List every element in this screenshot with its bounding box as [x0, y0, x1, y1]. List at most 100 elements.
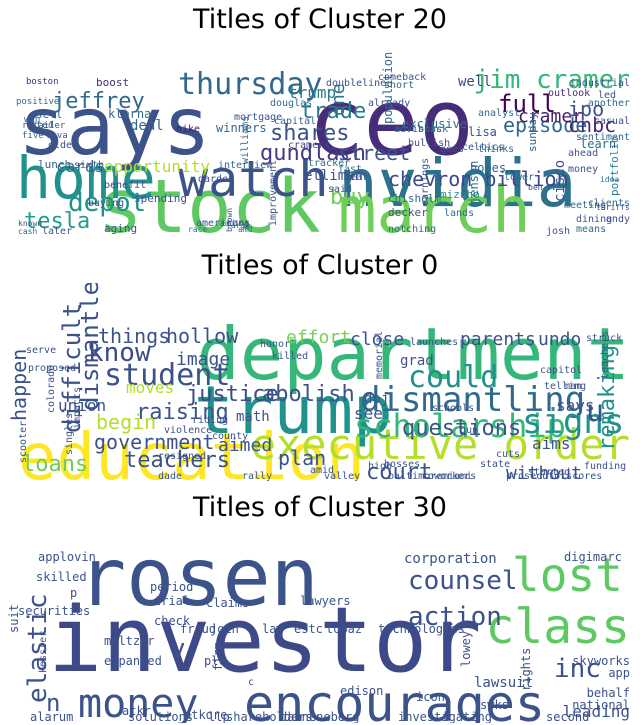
word-0-8: jim cramer [473, 65, 630, 95]
word-2-8: inc [554, 654, 601, 684]
word-0-17: jeffrey [52, 89, 145, 114]
word-2-25: fraud [180, 622, 216, 636]
word-2-24: check [154, 614, 191, 628]
word-1-30: moves [126, 378, 174, 397]
word-0-105: jensen [467, 161, 481, 204]
word-1-6: signs [522, 402, 624, 442]
word-1-41: schools [432, 403, 474, 414]
word-1-48: funding [584, 461, 626, 472]
word-2-11: v [170, 634, 186, 664]
word-1-63: impacts [72, 387, 83, 429]
word-1-19: loans [22, 452, 88, 477]
word-2-51: shareholders [226, 710, 313, 723]
word-1-76: man [564, 381, 582, 392]
word-1-69: killed [272, 351, 308, 362]
word-2-32: plc [204, 654, 226, 668]
word-2-53: investigating [398, 710, 492, 723]
word-0-62: ted [36, 120, 54, 131]
word-2-12: leading [563, 702, 630, 721]
word-0-87: williams [240, 116, 251, 164]
word-0-2: stock [98, 164, 321, 236]
word-1-25: effort [286, 327, 351, 348]
cluster-20-panel: Titles of Cluster 20 says ceo stock nvidia h… [0, 0, 640, 240]
word-1-15: plan [278, 446, 326, 470]
word-0-44: buying [88, 198, 124, 209]
word-2-0: investor [48, 588, 481, 693]
word-1-50: miami [442, 471, 472, 481]
word-2-46: atkr [122, 704, 151, 718]
word-2-5: money [78, 681, 198, 723]
word-1-46: capitol [540, 365, 582, 376]
word-1-36: aims [532, 434, 571, 453]
word-0-108: already [368, 98, 410, 109]
cluster-30-wordcloud: investor rosen encourages class lost money cou… [8, 525, 632, 723]
word-0-20: cramer [518, 106, 583, 127]
word-1-43: struck [586, 333, 622, 344]
cluster-20-wordcloud: says ceo stock nvidia home march watch thursday… [8, 36, 632, 236]
word-0-41: lunch [38, 158, 71, 171]
word-0-56: notching [388, 224, 436, 235]
word-0-99: idea [600, 175, 619, 184]
word-2-19: period [150, 580, 193, 594]
word-0-24: opportunity [104, 157, 210, 176]
word-2-15: applovin [38, 550, 96, 564]
word-1-1: education [18, 421, 365, 481]
cluster-20-title: Titles of Cluster 20 [193, 4, 447, 35]
word-0-3: nvidia [338, 145, 576, 222]
word-1-64: colorado [46, 365, 57, 413]
word-0-25: one [328, 83, 349, 116]
word-2-16: skilled [36, 570, 87, 584]
word-0-63: five [22, 131, 44, 141]
word-1-18: raising [136, 400, 229, 425]
word-0-70: lisa [468, 125, 497, 139]
word-0-42: benefit [104, 180, 146, 191]
word-1-21: court [366, 460, 432, 481]
word-0-109: short [384, 80, 414, 91]
word-2-54: p [70, 586, 77, 600]
word-0-43: sixth [74, 160, 104, 171]
word-2-29: topaz [326, 622, 362, 636]
word-0-68: older [48, 140, 78, 151]
word-1-47: started [528, 467, 570, 478]
word-2-2: encourages [244, 675, 545, 723]
word-0-5: march [338, 174, 531, 236]
word-2-33: firm [211, 642, 225, 671]
word-0-104: ben [528, 183, 543, 192]
word-0-21: ipo [568, 97, 604, 121]
word-1-54: bosses [384, 459, 420, 470]
word-1-9: u [586, 394, 604, 429]
word-1-22: aimed [218, 435, 272, 456]
word-0-13: full [498, 90, 556, 118]
word-0-106: earnings [420, 158, 431, 206]
word-0-64: cava [46, 131, 68, 141]
word-0-47: cramers [288, 140, 330, 151]
word-2-41: rights [519, 648, 533, 691]
word-2-18: suit [8, 604, 21, 633]
word-1-38: see [354, 404, 383, 423]
word-0-29: deal [130, 118, 164, 134]
word-1-7: student [104, 358, 230, 393]
word-2-13: lawsuit [474, 675, 533, 691]
word-0-86: americans [196, 218, 250, 229]
word-2-3: class [486, 599, 631, 655]
word-2-34: digimarc [564, 550, 622, 564]
word-1-8: could [408, 360, 498, 395]
word-0-60: cash [18, 227, 37, 236]
word-1-67: serve [26, 345, 56, 356]
cluster-30-title: Titles of Cluster 30 [193, 492, 447, 523]
word-0-71: black [418, 124, 448, 135]
word-0-61: known [18, 219, 42, 228]
word-0-58: later [42, 226, 72, 236]
word-0-66: retailer [22, 121, 66, 131]
word-1-20: questions [402, 416, 521, 441]
word-0-1: ceo [308, 69, 474, 176]
word-1-61: resigned [158, 451, 206, 462]
word-0-33: boost [96, 76, 129, 89]
word-0-84: mortgage [234, 112, 282, 123]
word-1-24: image [176, 349, 230, 370]
word-0-31: sell [36, 108, 63, 121]
word-2-52: danneneberg [280, 710, 359, 723]
word-1-33: happen [8, 349, 31, 421]
